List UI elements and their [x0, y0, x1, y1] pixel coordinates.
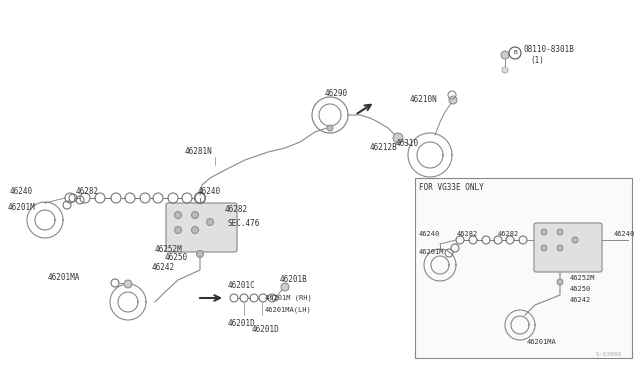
Text: 46281N: 46281N — [185, 148, 212, 157]
Text: 46250: 46250 — [165, 253, 188, 263]
Circle shape — [572, 237, 578, 243]
Text: 08110-8301B: 08110-8301B — [524, 45, 575, 55]
FancyBboxPatch shape — [166, 203, 237, 252]
Circle shape — [557, 245, 563, 251]
Circle shape — [175, 212, 182, 218]
Text: 46242: 46242 — [570, 297, 591, 303]
Text: 46201D: 46201D — [228, 318, 256, 327]
Text: 46282: 46282 — [76, 187, 99, 196]
Text: (1): (1) — [530, 57, 544, 65]
Text: 46282: 46282 — [457, 231, 478, 237]
Circle shape — [502, 67, 508, 73]
Circle shape — [196, 250, 204, 257]
Circle shape — [449, 96, 457, 104]
Text: 46201MA(LH): 46201MA(LH) — [265, 307, 312, 313]
Text: 46210N: 46210N — [410, 96, 438, 105]
Circle shape — [541, 229, 547, 235]
Text: 46242: 46242 — [152, 263, 175, 272]
Text: 46240: 46240 — [198, 187, 221, 196]
Circle shape — [191, 227, 198, 234]
Text: 46240: 46240 — [419, 231, 440, 237]
Text: S:63000: S:63000 — [596, 352, 622, 356]
FancyBboxPatch shape — [534, 223, 602, 272]
Circle shape — [281, 283, 289, 291]
Bar — [415, 178, 632, 358]
Text: 46282: 46282 — [225, 205, 248, 215]
Text: SEC.476: SEC.476 — [228, 219, 260, 228]
Circle shape — [393, 133, 403, 143]
Circle shape — [191, 212, 198, 218]
Circle shape — [207, 218, 214, 225]
Circle shape — [327, 125, 333, 131]
Circle shape — [557, 279, 563, 285]
Text: 46252M: 46252M — [570, 275, 595, 281]
Circle shape — [541, 245, 547, 251]
Text: 46201M: 46201M — [8, 203, 36, 212]
Text: 46282: 46282 — [498, 231, 519, 237]
Text: 46201M (RH): 46201M (RH) — [265, 295, 312, 301]
Text: 46201B: 46201B — [280, 276, 308, 285]
Text: B: B — [513, 51, 517, 55]
Text: 46201D: 46201D — [252, 326, 280, 334]
Circle shape — [124, 280, 132, 288]
Circle shape — [501, 51, 509, 59]
Text: 46201C: 46201C — [228, 280, 256, 289]
Text: 46310: 46310 — [396, 138, 419, 148]
Text: 46201M: 46201M — [419, 249, 445, 255]
Text: 46240: 46240 — [10, 187, 33, 196]
Text: 46201MA: 46201MA — [48, 273, 81, 282]
Circle shape — [175, 227, 182, 234]
Text: 46212B: 46212B — [370, 144, 397, 153]
Text: 46290: 46290 — [325, 89, 348, 97]
Text: 46250: 46250 — [570, 286, 591, 292]
Text: FOR VG33E ONLY: FOR VG33E ONLY — [419, 183, 484, 192]
Circle shape — [557, 229, 563, 235]
Text: 46252M: 46252M — [155, 244, 183, 253]
Text: 46201MA: 46201MA — [527, 339, 557, 345]
Text: 46240: 46240 — [614, 231, 636, 237]
